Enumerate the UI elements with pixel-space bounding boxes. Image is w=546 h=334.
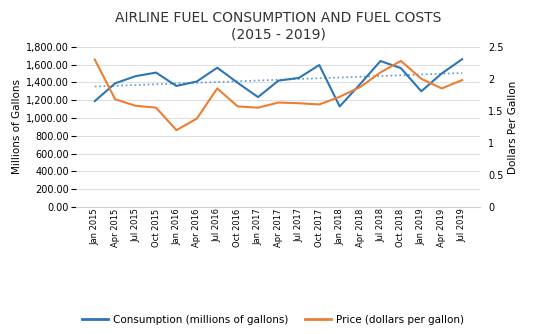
Y-axis label: Millions of Gallons: Millions of Gallons: [11, 79, 22, 174]
Legend: Consumption (millions of gallons), Price (dollars per gallon): Consumption (millions of gallons), Price…: [78, 311, 468, 329]
Title: AIRLINE FUEL CONSUMPTION AND FUEL COSTS
(2015 - 2019): AIRLINE FUEL CONSUMPTION AND FUEL COSTS …: [115, 11, 442, 41]
Y-axis label: Dollars Per Gallon: Dollars Per Gallon: [508, 80, 518, 174]
